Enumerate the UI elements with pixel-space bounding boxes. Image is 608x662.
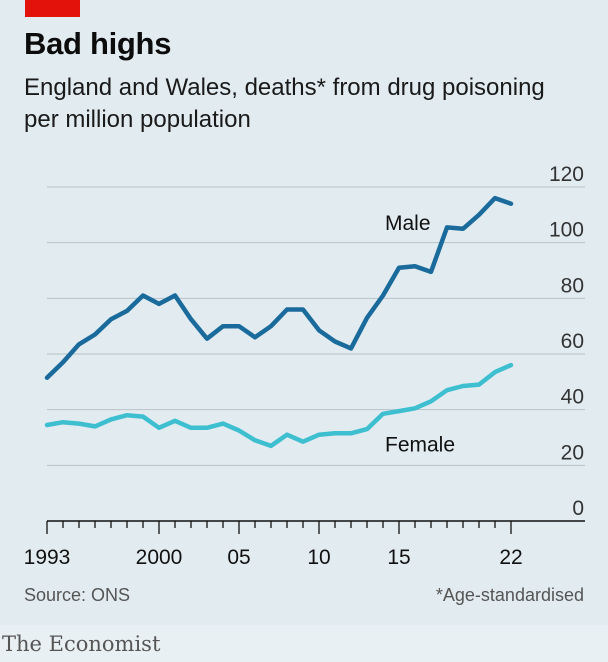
gridlines xyxy=(47,186,585,522)
x-tick-label: 2000 xyxy=(136,546,183,569)
x-tick-label: 10 xyxy=(307,546,330,569)
brand-wordmark: The Economist xyxy=(2,632,161,656)
y-tick-label: 120 xyxy=(549,163,584,186)
y-tick-label: 0 xyxy=(572,497,584,520)
source-note: Source: ONS xyxy=(24,585,131,605)
x-tick-label: 05 xyxy=(227,546,250,569)
y-tick-label: 60 xyxy=(561,330,584,353)
series-label-female: Female xyxy=(385,433,455,456)
series-line-male xyxy=(44,195,514,380)
footnote: *Age-standardised xyxy=(435,585,584,605)
line-chart: 0 20 40 60 80 100 120 1993 2000 05 10 15 22 Male Fem… xyxy=(24,163,585,569)
x-tick-label: 22 xyxy=(499,546,522,569)
y-tick-label: 100 xyxy=(549,219,584,242)
x-axis: 1993 2000 05 10 15 22 xyxy=(24,521,523,569)
y-tick-label: 20 xyxy=(561,441,584,464)
x-tick-label: 1993 xyxy=(24,546,71,569)
y-axis-ticks: 0 20 40 60 80 100 120 xyxy=(549,163,584,520)
y-tick-label: 40 xyxy=(561,386,584,409)
brand-red-tag xyxy=(25,0,80,17)
chart-title: Bad highs xyxy=(24,26,172,61)
series-line-female xyxy=(44,362,514,449)
series-lines xyxy=(44,195,514,449)
chart-subtitle: England and Wales, deaths* from drug poi… xyxy=(24,74,545,133)
series-labels: Male Female xyxy=(385,212,455,456)
y-tick-label: 80 xyxy=(561,274,584,297)
x-tick-label: 15 xyxy=(387,546,410,569)
series-label-male: Male xyxy=(385,212,431,235)
